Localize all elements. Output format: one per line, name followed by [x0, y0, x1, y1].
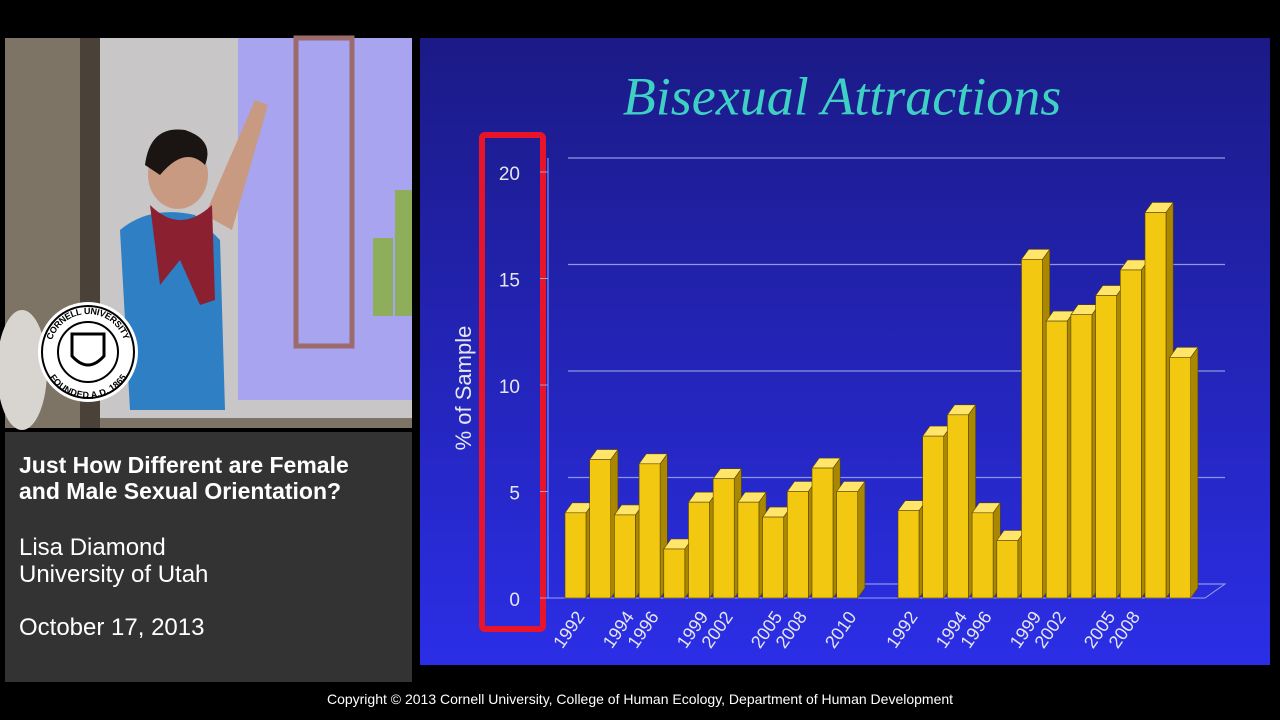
speaker-scarf — [150, 205, 215, 305]
bar — [922, 435, 945, 599]
speaker: Lisa Diamond — [19, 534, 166, 561]
bar — [712, 478, 735, 599]
bar — [1021, 259, 1043, 599]
projection-bar — [373, 238, 393, 316]
seal-shield — [70, 332, 106, 367]
bar — [564, 512, 587, 599]
bar — [996, 540, 1019, 599]
bar — [1120, 269, 1142, 599]
projection-bar — [395, 190, 412, 316]
camera-view: CORNELL UNIVERSITY FOUNDED A.D. 1865 — [0, 35, 412, 430]
y-tick-label: 15 — [499, 271, 520, 292]
bar — [638, 463, 661, 599]
projection — [238, 38, 412, 400]
bar — [836, 491, 859, 599]
speaker-arm — [205, 100, 268, 230]
bar — [737, 501, 760, 599]
copyright: Copyright © 2013 Cornell University, Col… — [326, 691, 954, 707]
y-tick-label: 20 — [499, 164, 520, 185]
bar — [811, 467, 834, 599]
projection-box — [293, 35, 355, 349]
bar — [897, 510, 920, 599]
y-axis-label: % of Sample — [451, 326, 476, 451]
bar — [971, 512, 994, 599]
bar — [1070, 314, 1093, 599]
talk-title: Just How Different are Female and Male S… — [19, 452, 349, 504]
bar — [688, 501, 710, 599]
bar-side — [857, 480, 866, 599]
y-tick-label: 5 — [509, 484, 520, 505]
talk-info: Just How Different are Female and Male S… — [5, 432, 412, 682]
audience-head — [0, 310, 47, 430]
bar — [762, 516, 784, 599]
highlight-box — [479, 132, 546, 632]
seal — [38, 302, 138, 402]
talk-date: October 17, 2013 — [19, 614, 205, 641]
bar-side — [1190, 346, 1199, 599]
bar — [663, 548, 686, 599]
bar — [1045, 320, 1068, 599]
seal-ring — [41, 305, 135, 399]
bar — [786, 491, 809, 599]
slide-title: Bisexual Attractions — [623, 66, 1061, 126]
y-tick-label: 0 — [509, 590, 520, 611]
y-tick-label: 10 — [499, 377, 520, 398]
affiliation: University of Utah — [19, 561, 209, 588]
speaker-hair — [145, 129, 208, 175]
bar — [947, 414, 969, 599]
bar — [1144, 212, 1167, 599]
bar — [614, 514, 636, 599]
video-frame: CORNELL UNIVERSITY FOUNDED A.D. 1865 Bis… — [0, 35, 1270, 665]
bar — [1095, 295, 1117, 599]
seal-ring — [57, 321, 119, 383]
bar — [589, 459, 612, 599]
bar — [1169, 357, 1191, 599]
